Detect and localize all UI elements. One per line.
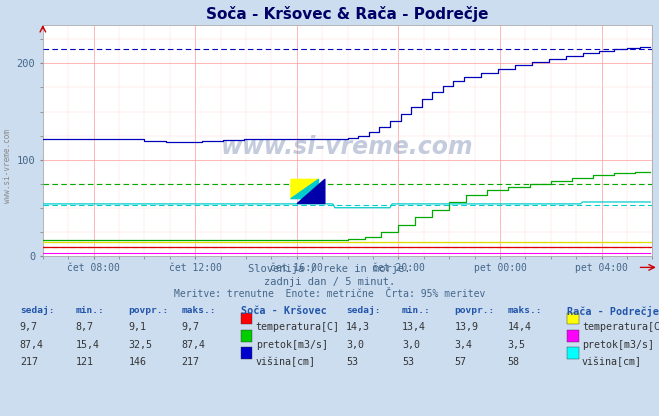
Text: zadnji dan / 5 minut.: zadnji dan / 5 minut.: [264, 277, 395, 287]
Text: 53: 53: [402, 357, 414, 366]
Text: 53: 53: [346, 357, 358, 366]
Text: povpr.:: povpr.:: [129, 306, 169, 315]
Text: maks.:: maks.:: [181, 306, 215, 315]
Text: 3,4: 3,4: [455, 340, 473, 350]
Text: www.si-vreme.com: www.si-vreme.com: [221, 135, 474, 159]
Text: 3,0: 3,0: [346, 340, 364, 350]
Text: 14,4: 14,4: [507, 322, 531, 332]
Text: 9,1: 9,1: [129, 322, 146, 332]
Text: 57: 57: [455, 357, 467, 366]
Text: temperatura[C]: temperatura[C]: [256, 322, 339, 332]
Text: 14,3: 14,3: [346, 322, 370, 332]
Text: povpr.:: povpr.:: [455, 306, 495, 315]
Text: 8,7: 8,7: [76, 322, 94, 332]
Text: pretok[m3/s]: pretok[m3/s]: [256, 340, 328, 350]
Text: 3,0: 3,0: [402, 340, 420, 350]
Text: maks.:: maks.:: [507, 306, 542, 315]
Text: 3,5: 3,5: [507, 340, 525, 350]
Text: 58: 58: [507, 357, 519, 366]
Text: www.si-vreme.com: www.si-vreme.com: [3, 129, 13, 203]
Text: 13,9: 13,9: [455, 322, 478, 332]
Text: pretok[m3/s]: pretok[m3/s]: [582, 340, 654, 350]
Text: min.:: min.:: [76, 306, 105, 315]
Text: 9,7: 9,7: [20, 322, 38, 332]
Text: 87,4: 87,4: [20, 340, 43, 350]
Text: 217: 217: [20, 357, 38, 366]
Text: sedaj:: sedaj:: [20, 306, 54, 315]
Text: min.:: min.:: [402, 306, 431, 315]
Title: Soča - Kršovec & Rača - Podrečje: Soča - Kršovec & Rača - Podrečje: [206, 6, 489, 22]
Text: 13,4: 13,4: [402, 322, 426, 332]
Text: 87,4: 87,4: [181, 340, 205, 350]
Text: 217: 217: [181, 357, 199, 366]
Text: Slovenija / reke in morje.: Slovenija / reke in morje.: [248, 264, 411, 274]
Text: višina[cm]: višina[cm]: [582, 357, 642, 367]
Text: sedaj:: sedaj:: [346, 306, 380, 315]
Text: 9,7: 9,7: [181, 322, 199, 332]
Text: 146: 146: [129, 357, 146, 366]
Text: 121: 121: [76, 357, 94, 366]
Text: Soča - Kršovec: Soča - Kršovec: [241, 306, 326, 316]
Text: 32,5: 32,5: [129, 340, 152, 350]
Text: Meritve: trenutne  Enote: metrične  Črta: 95% meritev: Meritve: trenutne Enote: metrične Črta: …: [174, 289, 485, 299]
Text: Rača - Podrečje: Rača - Podrečje: [567, 306, 658, 317]
Text: temperatura[C]: temperatura[C]: [582, 322, 659, 332]
Text: 15,4: 15,4: [76, 340, 100, 350]
Text: višina[cm]: višina[cm]: [256, 357, 316, 367]
